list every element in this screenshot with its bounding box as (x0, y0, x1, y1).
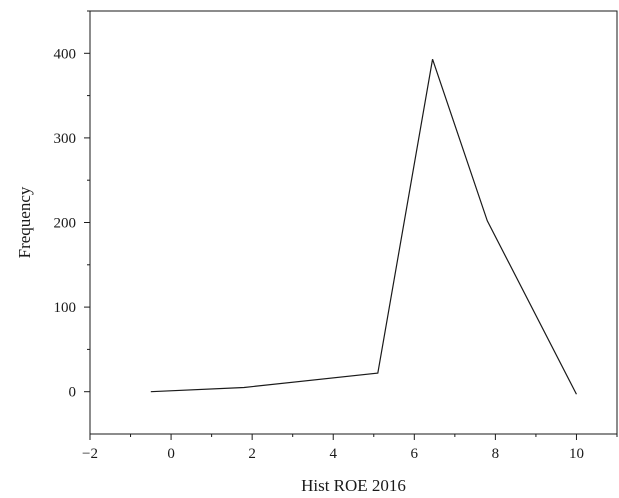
x-tick-label: 8 (492, 446, 500, 462)
series-line (150, 59, 577, 395)
y-tick-label: 300 (54, 131, 77, 147)
y-axis-label: Frequency (15, 186, 34, 258)
y-axis-ticks: 0 100 200 300 400 (54, 10, 90, 401)
x-tick-label: 6 (411, 446, 419, 462)
x-axis-label: Hist ROE 2016 (301, 476, 406, 495)
x-tick-label: 4 (329, 446, 337, 462)
y-tick-label: 0 (69, 385, 77, 401)
y-tick-label: 200 (54, 216, 77, 232)
x-tick-label: 2 (248, 446, 256, 462)
y-tick-label: 100 (54, 300, 77, 316)
x-axis-ticks: −2 0 2 4 6 8 10 (82, 434, 618, 462)
x-tick-label: 10 (569, 446, 584, 462)
series-layer (150, 59, 577, 395)
x-tick-label: −2 (82, 446, 98, 462)
x-tick-label: 0 (167, 446, 175, 462)
y-tick-label: 400 (54, 46, 77, 62)
plot-frame (89, 10, 618, 435)
